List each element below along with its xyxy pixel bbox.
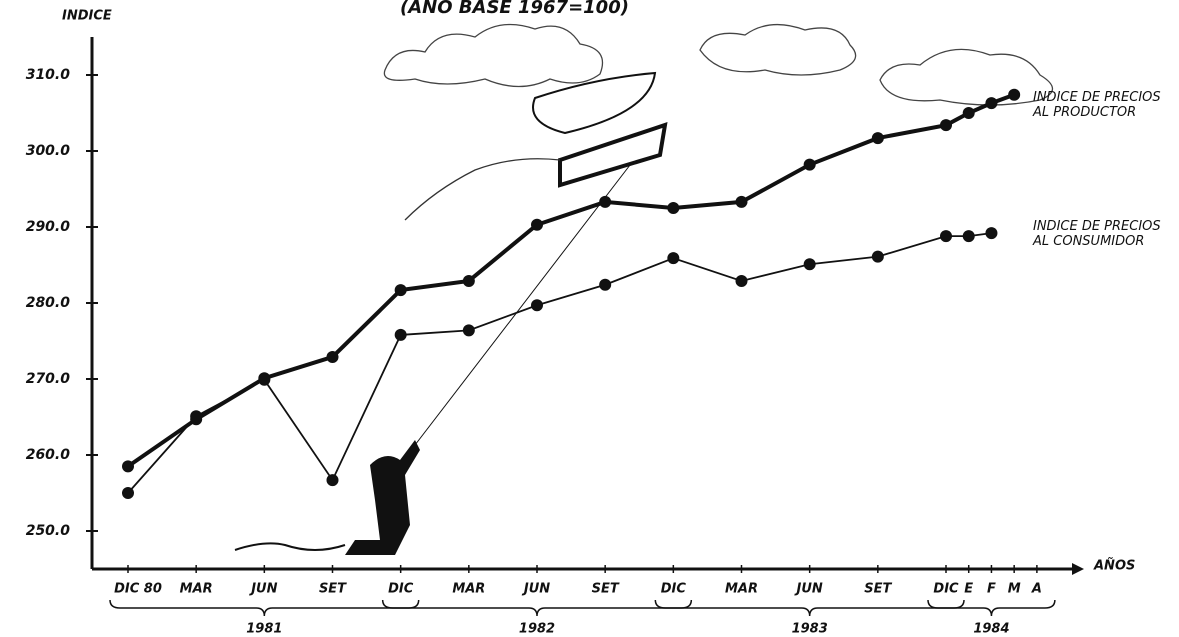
x-tick-label: MAR: [725, 582, 758, 597]
x-tick-label: E: [964, 582, 973, 597]
data-point: [985, 97, 998, 110]
x-axis-label: AÑOS: [1093, 558, 1135, 574]
data-point: [462, 274, 475, 287]
data-point: [735, 274, 748, 287]
x-tick-label: MAR: [452, 582, 485, 597]
data-point: [985, 227, 998, 240]
data-point: [394, 284, 407, 297]
x-tick-label: JUN: [794, 582, 823, 597]
data-point: [962, 107, 975, 119]
data-point: [940, 119, 952, 132]
y-tick-label: 290.0: [26, 219, 71, 235]
data-point: [735, 195, 748, 208]
x-tick-label: SET: [864, 582, 892, 597]
x-tick-label: DIC: [933, 582, 959, 597]
data-point: [803, 258, 816, 271]
data-point: [326, 474, 339, 487]
y-tick-label: 300.0: [26, 143, 71, 159]
data-point: [122, 487, 134, 499]
data-point: [258, 373, 271, 386]
data-point: [531, 299, 543, 312]
series-label: INDICE DE PRECIOS AL PRODUCTOR: [1033, 89, 1161, 120]
series-line: [126, 92, 1015, 469]
data-point: [394, 328, 407, 341]
data-point: [667, 252, 680, 265]
y-tick-label: 280.0: [26, 295, 71, 311]
x-tick-label: JUN: [248, 582, 277, 597]
kite-figure: [234, 71, 668, 555]
data-point: [326, 350, 339, 363]
x-tick-label: DIC 80: [114, 582, 162, 597]
x-tick-label: MAR: [180, 582, 213, 597]
data-point: [962, 230, 975, 243]
data-point: [1008, 88, 1021, 101]
x-tick-label: F: [987, 582, 996, 597]
y-axis-label: INDICE: [62, 9, 112, 24]
year-brace: [927, 599, 1056, 617]
y-tick-label: 250.0: [26, 523, 71, 539]
chart-title: (AÑO BASE 1967=100): [400, 0, 629, 18]
year-label: 1983: [792, 622, 828, 637]
data-point: [667, 202, 680, 214]
year-brace: [381, 599, 693, 617]
x-tick-label: DIC: [388, 582, 414, 597]
x-tick-label: A: [1031, 582, 1042, 597]
x-tick-label: SET: [592, 582, 620, 597]
year-label: 1981: [246, 622, 282, 637]
year-brace: [109, 599, 420, 617]
data-point: [871, 250, 884, 263]
series-line: [127, 232, 992, 494]
data-point: [940, 230, 952, 243]
data-point: [599, 278, 612, 291]
year-brace: [654, 599, 965, 617]
data-point: [122, 460, 134, 473]
x-tick-label: SET: [319, 582, 347, 597]
x-tick-label: DIC: [661, 582, 687, 597]
data-point: [599, 195, 612, 208]
x-tick-label: M: [1008, 582, 1021, 597]
year-label: 1982: [519, 622, 555, 637]
data-point: [190, 410, 203, 423]
data-point: [462, 324, 475, 337]
year-label: 1984: [973, 622, 1009, 637]
y-tick-label: 310.0: [26, 67, 71, 83]
x-tick-label: JUN: [521, 582, 550, 597]
x-axis-arrow: [1072, 563, 1084, 575]
y-tick-label: 270.0: [26, 371, 71, 387]
clouds: [383, 23, 1054, 106]
y-tick-label: 260.0: [26, 447, 71, 463]
series-label: INDICE DE PRECIOS AL CONSUMIDOR: [1033, 219, 1161, 250]
data-point: [803, 158, 816, 171]
data-point: [871, 132, 884, 145]
data-point: [531, 218, 543, 231]
